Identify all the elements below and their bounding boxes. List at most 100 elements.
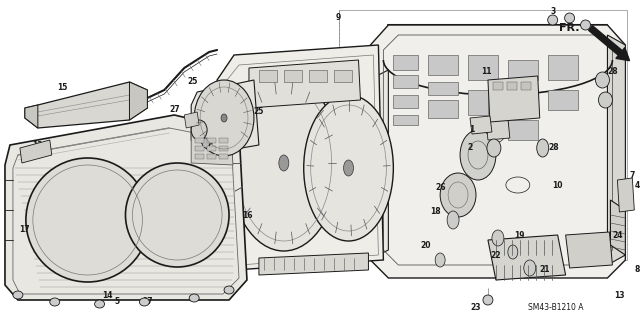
Ellipse shape xyxy=(189,294,199,302)
Polygon shape xyxy=(611,200,625,255)
Text: 20: 20 xyxy=(420,241,431,249)
Text: 21: 21 xyxy=(540,265,550,275)
Ellipse shape xyxy=(221,114,227,122)
Text: 25: 25 xyxy=(253,108,264,116)
Polygon shape xyxy=(259,253,369,275)
Text: 2: 2 xyxy=(467,144,473,152)
Polygon shape xyxy=(284,70,301,82)
Ellipse shape xyxy=(447,211,459,229)
Polygon shape xyxy=(566,232,612,268)
Polygon shape xyxy=(207,138,216,143)
Polygon shape xyxy=(618,178,634,212)
Text: 7: 7 xyxy=(630,170,635,180)
Text: 26: 26 xyxy=(435,183,445,192)
Polygon shape xyxy=(394,55,418,70)
Text: 16: 16 xyxy=(242,211,252,219)
Ellipse shape xyxy=(524,260,536,276)
Polygon shape xyxy=(486,118,510,140)
Polygon shape xyxy=(249,60,360,108)
Ellipse shape xyxy=(508,245,518,259)
Text: 10: 10 xyxy=(552,181,563,189)
Ellipse shape xyxy=(460,130,496,180)
Polygon shape xyxy=(488,235,566,280)
Ellipse shape xyxy=(125,163,229,267)
Text: 13: 13 xyxy=(614,291,625,300)
Text: 3: 3 xyxy=(550,8,556,17)
Ellipse shape xyxy=(279,155,289,171)
Text: 17: 17 xyxy=(142,298,153,307)
Polygon shape xyxy=(333,70,351,82)
Ellipse shape xyxy=(194,80,254,156)
Polygon shape xyxy=(20,140,52,163)
Ellipse shape xyxy=(537,139,548,157)
Ellipse shape xyxy=(344,160,353,176)
Polygon shape xyxy=(470,116,492,134)
Text: 17: 17 xyxy=(20,226,30,234)
Polygon shape xyxy=(428,82,458,95)
Polygon shape xyxy=(219,154,228,159)
Ellipse shape xyxy=(564,13,575,23)
Text: 11: 11 xyxy=(481,68,492,77)
Text: FR.: FR. xyxy=(559,23,580,33)
Text: 14: 14 xyxy=(102,291,113,300)
Text: 6: 6 xyxy=(207,144,212,152)
Ellipse shape xyxy=(140,298,149,306)
Ellipse shape xyxy=(26,158,149,282)
Ellipse shape xyxy=(191,120,207,140)
Polygon shape xyxy=(217,45,383,270)
Polygon shape xyxy=(394,115,418,125)
Text: 5: 5 xyxy=(115,298,120,307)
Text: 24: 24 xyxy=(612,231,623,240)
Text: 28: 28 xyxy=(607,68,618,77)
Ellipse shape xyxy=(492,230,504,246)
Polygon shape xyxy=(468,55,498,80)
Polygon shape xyxy=(219,146,228,151)
Text: 19: 19 xyxy=(515,231,525,240)
Text: 8: 8 xyxy=(635,265,640,275)
Polygon shape xyxy=(493,82,503,90)
Text: 22: 22 xyxy=(491,250,501,259)
Polygon shape xyxy=(25,105,38,128)
Ellipse shape xyxy=(50,298,60,306)
Text: 12: 12 xyxy=(33,140,43,150)
Ellipse shape xyxy=(440,173,476,217)
Polygon shape xyxy=(184,112,199,128)
Polygon shape xyxy=(428,100,458,118)
Polygon shape xyxy=(521,82,531,90)
Ellipse shape xyxy=(229,75,339,251)
Text: SM43-B1210 A: SM43-B1210 A xyxy=(528,303,583,313)
Ellipse shape xyxy=(202,138,210,148)
Polygon shape xyxy=(507,82,517,90)
Text: 25: 25 xyxy=(187,78,197,86)
Polygon shape xyxy=(207,146,216,151)
Polygon shape xyxy=(468,90,488,115)
Ellipse shape xyxy=(304,95,394,241)
Polygon shape xyxy=(308,70,326,82)
Polygon shape xyxy=(548,55,577,80)
Text: 15: 15 xyxy=(58,84,68,93)
Ellipse shape xyxy=(487,139,501,157)
Polygon shape xyxy=(394,95,418,108)
FancyArrow shape xyxy=(589,26,630,61)
Polygon shape xyxy=(607,35,625,265)
Ellipse shape xyxy=(548,15,557,25)
Ellipse shape xyxy=(13,291,23,299)
Polygon shape xyxy=(191,133,233,165)
Text: 9: 9 xyxy=(336,13,341,23)
Text: 18: 18 xyxy=(430,207,440,217)
Text: 1: 1 xyxy=(469,125,475,135)
Polygon shape xyxy=(508,60,538,80)
Polygon shape xyxy=(259,70,277,82)
Polygon shape xyxy=(5,115,247,300)
Polygon shape xyxy=(371,25,625,278)
Polygon shape xyxy=(129,82,147,120)
Polygon shape xyxy=(25,82,147,128)
Polygon shape xyxy=(195,154,204,159)
Polygon shape xyxy=(369,70,388,260)
Polygon shape xyxy=(219,138,228,143)
Ellipse shape xyxy=(435,253,445,267)
Text: 28: 28 xyxy=(548,144,559,152)
Polygon shape xyxy=(394,75,418,88)
Polygon shape xyxy=(548,90,577,110)
Polygon shape xyxy=(508,120,538,140)
